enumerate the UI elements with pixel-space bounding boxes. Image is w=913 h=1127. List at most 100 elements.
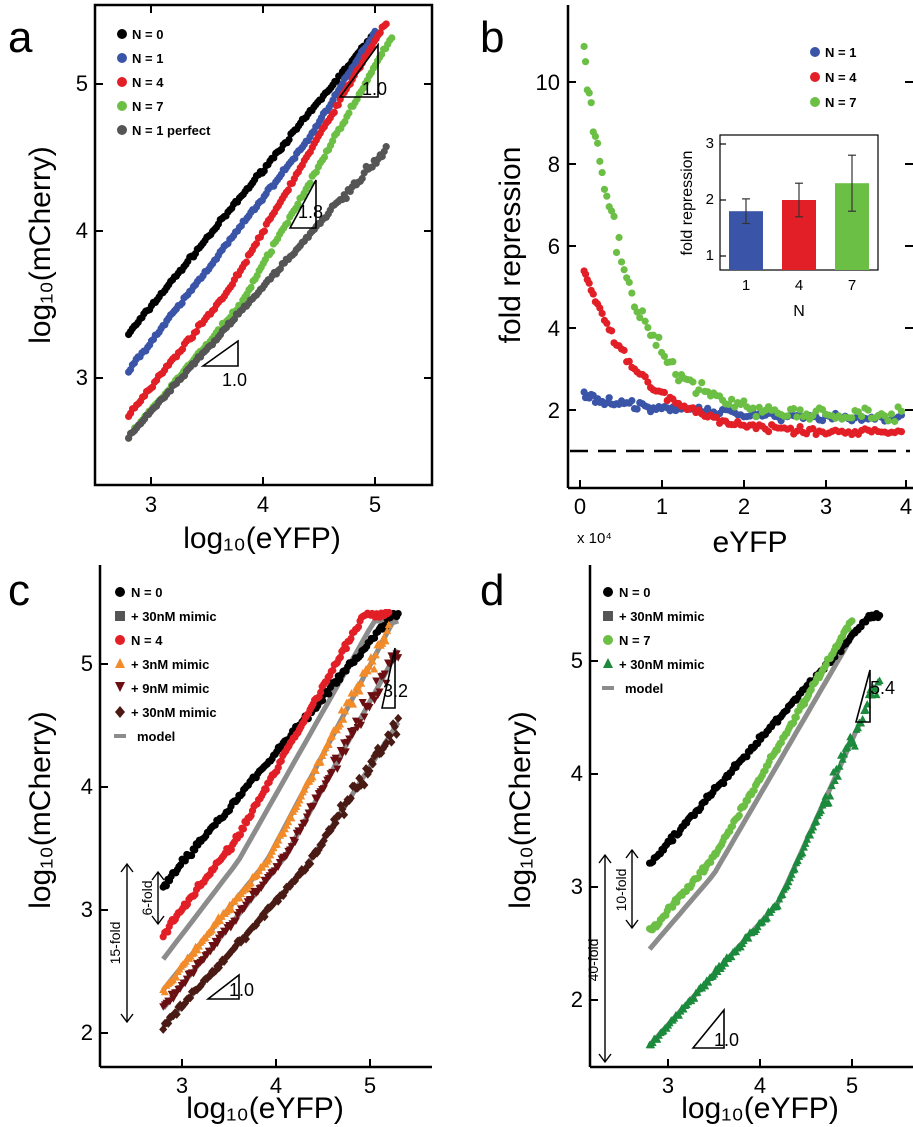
point-b-s2-99: [864, 406, 872, 414]
legend-marker-a-n4: [117, 77, 127, 87]
ytick-b-6: 6: [548, 234, 560, 259]
point-c-s2-85: [297, 792, 306, 800]
point-c-s3-52: [247, 895, 256, 904]
legend-d: N = 0 + 30nM mimic N = 7 + 30nM mimic mo…: [602, 585, 705, 696]
ytick-b-2: 2: [548, 398, 560, 423]
point-b-s1-33: [660, 388, 669, 397]
inset-b: 3 2 1 1 4 7 N fold repression: [679, 134, 879, 320]
point-d-s1-130: [822, 660, 830, 669]
legend-c: N = 0 + 30nM mimic N = 4 + 3nM mimic + 9…: [114, 585, 217, 744]
point-a-s0-84: [285, 135, 293, 144]
slope-triangle-a-mid: [288, 179, 317, 229]
fold-label-d-small: 10-fold: [613, 869, 629, 912]
inset-ytick-3: 3: [706, 135, 714, 152]
legend-label-c-9nm: + 9nM mimic: [131, 681, 209, 696]
point-c-s2-137: [381, 636, 390, 645]
x-axis-label-b: eYFP: [712, 526, 787, 559]
point-c-s4-122: [365, 766, 374, 776]
ticks-b: [568, 81, 913, 488]
fold-arrow-c-small-heads: [151, 870, 165, 926]
point-c-s3-125: [370, 696, 379, 705]
legend-label-a-n4: N = 4: [132, 75, 164, 90]
ytick-c-2: 2: [81, 1020, 93, 1045]
point-c-s2-111: [339, 715, 348, 723]
inset-xtick-7: 7: [848, 277, 856, 294]
ytick-d-5: 5: [571, 648, 583, 673]
xtick-a-4: 4: [257, 492, 269, 517]
point-d-s2-126: [840, 750, 849, 758]
point-a-s2-68: [260, 227, 268, 235]
point-b-s2-37: [672, 370, 680, 379]
legend-marker-d-n0: [603, 587, 613, 597]
point-b-s1-8: [596, 304, 604, 312]
point-c-s3-119: [360, 713, 369, 721]
inset-ytick-2: 2: [706, 191, 714, 208]
legend-marker-b-n4: [810, 72, 820, 82]
panel-letter-a: a: [8, 13, 33, 62]
xtick-d-4: 4: [754, 1073, 766, 1098]
point-c-s2-117: [349, 700, 358, 708]
point-c-s3-128: [375, 688, 384, 696]
point-a-s3-108: [345, 109, 353, 117]
xtick-a-3: 3: [145, 492, 157, 517]
point-b-s0-12: [605, 394, 613, 402]
fold-arrow-c-large-heads: [120, 862, 134, 1024]
point-d-s2-89: [782, 881, 791, 890]
point-c-s3-86: [304, 809, 313, 818]
point-c-s2-94: [311, 766, 320, 774]
point-b-s0-85: [818, 417, 827, 425]
point-c-s4-102: [331, 818, 340, 828]
point-b-s2-9: [598, 168, 606, 177]
point-b-s2-30: [652, 341, 660, 350]
y-axis-label-a: log₁₀(mCherry): [24, 146, 57, 344]
point-c-s3-113: [350, 727, 359, 735]
legend-label-d-n7: N = 7: [619, 633, 650, 648]
point-d-s0-15: [669, 837, 677, 845]
slope-label-d-bottom: 1.0: [714, 1030, 739, 1050]
point-c-s4-132: [382, 738, 391, 748]
xtick-c-5: 5: [364, 1073, 376, 1098]
legend-marker-c-n4: [115, 635, 125, 645]
point-b-s2-77: [793, 413, 801, 421]
point-d-s2-149: [875, 676, 884, 684]
point-c-s2-109: [336, 719, 345, 728]
point-c-s3-103: [333, 765, 342, 774]
point-b-s2-106: [887, 410, 896, 418]
point-c-s3-126: [372, 677, 381, 685]
point-c-s4-119: [360, 780, 369, 790]
legend-marker-a-n0: [117, 29, 127, 39]
point-c-s1-3: [164, 928, 172, 936]
xtick-a-5: 5: [369, 492, 381, 517]
point-b-s1-18: [620, 346, 628, 354]
point-b-s2-43: [689, 378, 697, 386]
model-line-d-0: [647, 635, 855, 951]
point-b-s2-56: [728, 395, 736, 403]
point-a-s3-83: [294, 200, 302, 208]
point-a-s4-129: [382, 143, 390, 151]
xtick-b-2: 2: [738, 494, 750, 519]
point-b-s2-0: [580, 42, 588, 51]
point-d-s2-146: [870, 684, 879, 693]
point-c-s2-112: [340, 706, 349, 715]
ticks-c: [100, 663, 371, 1067]
point-c-s4-139: [394, 713, 403, 723]
legend-marker-d-mimic0: [603, 611, 613, 621]
point-b-s2-94: [848, 414, 856, 422]
legend-label-a-n7: N = 7: [132, 99, 163, 114]
point-a-s3-70: [267, 248, 276, 256]
ytick-d-3: 3: [571, 874, 583, 899]
inset-bars-b: [720, 143, 869, 270]
point-c-s3-100: [328, 768, 337, 777]
point-c-s2-35: [216, 916, 225, 925]
legend-label-c-n0: N = 0: [131, 585, 162, 600]
point-c-s4-137: [390, 722, 399, 732]
legend-marker-b-n7: [810, 97, 820, 107]
point-c-s2-42: [227, 905, 236, 913]
xtick-c-4: 4: [270, 1073, 282, 1098]
point-c-s2-65: [264, 855, 273, 863]
point-d-s2-53: [727, 952, 736, 961]
point-c-s2-71: [274, 836, 283, 844]
point-b-s2-6: [591, 132, 600, 140]
y-axis-label-d: log₁₀(mCherry): [504, 711, 537, 909]
